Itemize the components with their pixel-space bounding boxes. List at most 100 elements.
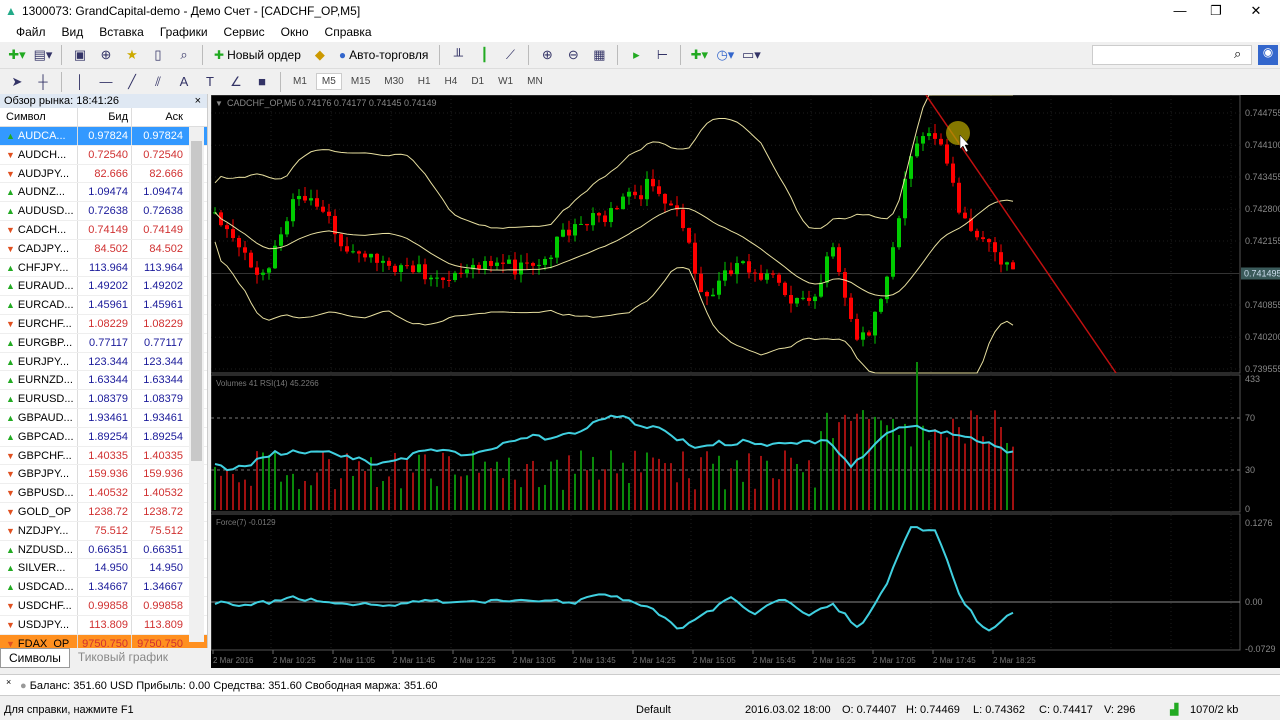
text-icon[interactable]: A [179,74,189,89]
column-symbol[interactable]: Символ [0,108,78,126]
market-watch-row[interactable]: ▲ EURCAD... 1.45961 1.45961 [0,296,207,315]
market-watch-row[interactable]: ▼ CADCH... 0.74149 0.74149 [0,220,207,240]
close-icon[interactable]: × [6,677,12,687]
metaeditor-icon[interactable]: ◆ [314,47,325,62]
candle-body [771,273,775,275]
timeframe-m5[interactable]: M5 [315,73,342,90]
templates-icon[interactable]: ▭▾ [741,47,761,62]
community-icon[interactable]: ◉ [1258,45,1278,65]
tile-windows-icon[interactable]: ▦ [593,47,606,62]
timeframe-mn[interactable]: MN [527,76,543,87]
menu-insert[interactable]: Вставка [99,25,144,39]
timeframe-m30[interactable]: M30 [384,76,404,87]
market-watch-row[interactable]: ▼ GBPCHF... 1.40335 1.40335 [0,446,207,466]
vertical-line-icon[interactable]: │ [75,74,85,89]
line-chart-icon[interactable]: ⟋ [505,47,515,62]
crosshair-icon[interactable]: ┼ [38,74,48,89]
periods-icon[interactable]: ◷▾ [716,47,735,62]
market-watch-row[interactable]: ▲ AUDUSD... 0.72638 0.72638 [0,202,207,221]
auto-trading-button[interactable]: ● Авто-торговля [335,44,433,66]
column-bid[interactable]: Бид [78,108,132,126]
market-watch-row[interactable]: ▲ EURJPY... 123.344 123.344 [0,352,207,372]
close-icon[interactable]: × [194,95,201,107]
indicators-icon[interactable]: ✚▾ [690,47,709,62]
navigator-icon[interactable]: ★ [126,47,138,62]
symbol-cell: ▲ AUDCA... [0,127,78,145]
symbol-cell: ▲ EURJPY... [0,352,78,371]
market-watch-icon[interactable]: ▣ [73,47,87,62]
market-watch-row[interactable]: ▲ AUDNZ... 1.09474 1.09474 [0,183,207,203]
market-watch-row[interactable]: ▼ EURCHF... 1.08229 1.08229 [0,314,207,334]
zoom-out-icon[interactable]: ⊖ [567,47,579,62]
timeframe-h1[interactable]: H1 [417,76,431,87]
market-watch-row[interactable]: ▲ CHFJPY... 113.964 113.964 [0,258,207,278]
market-watch-row[interactable]: ▲ EURNZD... 1.63344 1.63344 [0,371,207,391]
strategy-tester-icon[interactable]: ⌕ [180,47,188,62]
maximize-button[interactable]: ❐ [1210,3,1222,18]
bar-chart-icon[interactable]: ╨ [453,47,463,63]
price-chart[interactable]: 0.744755 0.744100 0.743455 0.742800 0.742155… [211,95,1280,668]
market-watch-row[interactable]: ▼ GOLD_OP 1238.72 1238.72 [0,502,207,522]
candle-body [807,297,811,302]
market-watch-row[interactable]: ▼ GBPUSD... 1.40532 1.40532 [0,484,207,503]
new-order-button[interactable]: ✚ Новый ордер [210,44,305,66]
terminal-icon[interactable]: ▯ [154,47,162,62]
market-watch-row[interactable]: ▼ USDJPY... 113.809 113.809 [0,615,207,635]
new-chart-icon[interactable]: ✚▾ [8,47,26,62]
market-watch-row[interactable]: ▼ USDCHF... 0.99858 0.99858 [0,596,207,616]
market-watch-row[interactable]: ▲ GBPCAD... 1.89254 1.89254 [0,427,207,447]
market-watch-row[interactable]: ▼ AUDJPY... 82.666 82.666 [0,164,207,184]
channel-icon[interactable]: ⫽ [155,73,161,89]
menu-tools[interactable]: Сервис [223,25,265,39]
shapes-icon[interactable]: ■ [258,74,266,89]
symbol-name: GOLD_OP [17,505,72,518]
market-watch-row[interactable]: ▼ CADJPY... 84.502 84.502 [0,239,207,259]
timeframe-w1[interactable]: W1 [498,76,514,87]
symbol-cell: ▲ USDCAD... [0,578,78,596]
menu-view[interactable]: Вид [61,25,84,39]
market-watch-row[interactable]: ▼ GBPJPY... 159.936 159.936 [0,465,207,485]
market-watch-row[interactable]: ▲ NZDUSD... 0.66351 0.66351 [0,540,207,560]
timeframe-d1[interactable]: D1 [471,76,485,87]
market-watch-row[interactable]: ▼ NZDJPY... 75.512 75.512 [0,521,207,541]
timeframe-h4[interactable]: H4 [444,76,458,87]
tab-tick-chart[interactable]: Тиковый график [77,650,169,664]
cursor-icon[interactable]: ➤ [11,73,23,89]
timeframe-m1[interactable]: M1 [293,76,307,87]
market-watch-columns: Символ Бид Аск [0,108,207,127]
text-label-icon[interactable]: T [206,74,214,89]
auto-scroll-icon[interactable]: ▸ [633,47,640,62]
menu-window[interactable]: Окно [280,25,309,39]
bid-cell: 1.63344 [78,371,132,390]
search-input[interactable] [1092,45,1252,65]
data-window-icon[interactable]: ⊕ [100,47,112,62]
market-watch-row[interactable]: ▲ AUDCA... 0.97824 0.97824 [0,127,207,146]
chart-shift-icon[interactable]: ⊢ [656,47,669,62]
market-watch-row[interactable]: ▼ AUDCH... 0.72540 0.72540 [0,145,207,165]
menu-file[interactable]: Файл [16,25,46,39]
trendline-icon[interactable]: ╱ [128,73,136,89]
time-label: 2 Mar 15:45 [753,656,796,665]
horizontal-line-icon[interactable]: — [99,74,113,89]
minimize-button[interactable]: — [1173,3,1187,18]
market-watch-row[interactable]: ▲ USDCAD... 1.34667 1.34667 [0,578,207,597]
menu-help[interactable]: Справка [324,25,372,39]
market-watch-row[interactable]: ▲ SILVER... 14.950 14.950 [0,559,207,579]
column-ask[interactable]: Аск [165,111,183,123]
menu-charts[interactable]: Графики [159,25,208,39]
profiles-icon[interactable]: ▤▾ [33,47,53,62]
status-profile: Default [636,704,671,716]
market-watch-row[interactable]: ▲ EURUSD... 1.08379 1.08379 [0,390,207,409]
timeframe-m15[interactable]: M15 [350,76,371,87]
close-button[interactable]: ✕ [1250,3,1262,18]
zoom-in-icon[interactable]: ⊕ [541,47,553,62]
market-watch-row[interactable]: ▲ EURGBP... 0.77117 0.77117 [0,333,207,353]
tab-symbols[interactable]: Символы [0,648,70,668]
candle-body [357,251,361,254]
search-icon[interactable]: ⌕ [1234,46,1242,61]
arrows-icon[interactable]: ∠ [230,73,242,89]
market-watch-row[interactable]: ▲ EURAUD... 1.49202 1.49202 [0,277,207,297]
market-watch-row[interactable]: ▲ GBPAUD... 1.93461 1.93461 [0,408,207,428]
candlestick-icon[interactable]: ┃ [480,47,489,62]
market-watch-scrollbar[interactable] [189,127,204,642]
